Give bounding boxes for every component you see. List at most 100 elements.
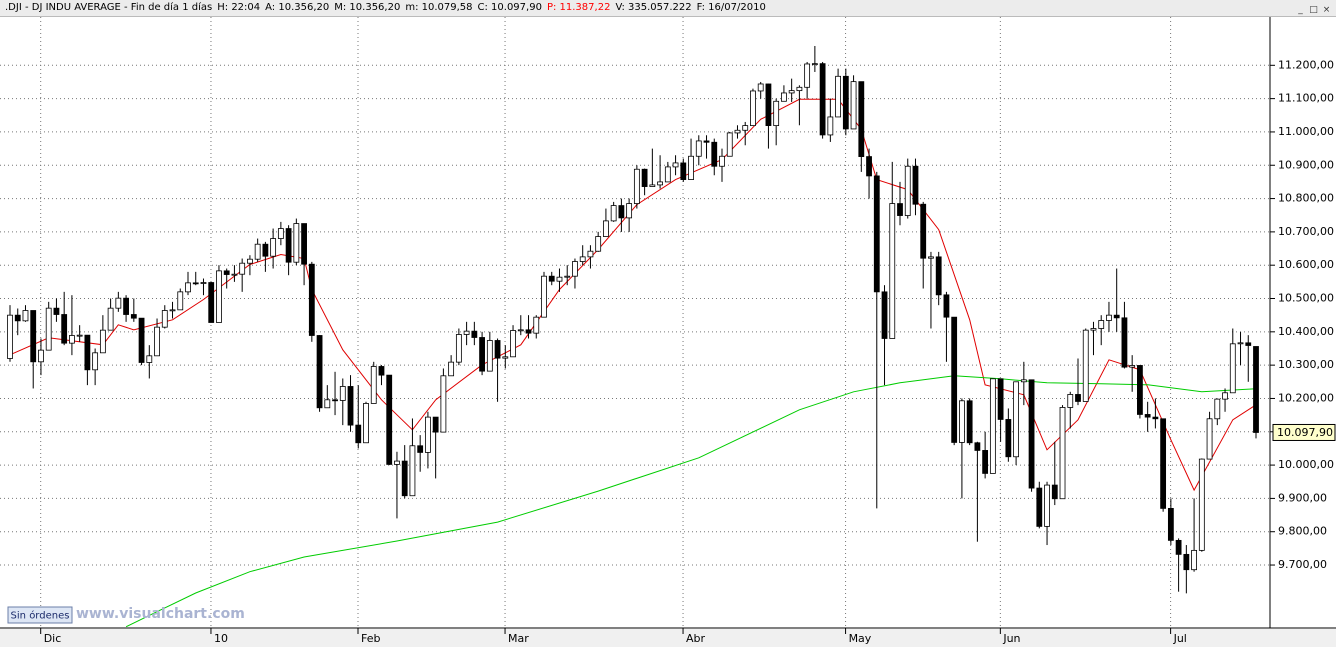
- header-field: A: 10.356,20: [265, 2, 330, 13]
- candle-body: [440, 375, 447, 433]
- candle-body: [254, 243, 261, 260]
- candle-body: [1253, 346, 1259, 433]
- y-tick-label: 10.700,00: [1278, 225, 1334, 238]
- candle-body: [409, 445, 416, 497]
- candle-body: [711, 141, 718, 167]
- candle-body: [169, 309, 176, 312]
- header-field: V: 335.057.222: [615, 2, 692, 13]
- candle-body: [38, 349, 44, 363]
- candle-body: [1175, 539, 1182, 555]
- candle-body: [301, 223, 307, 265]
- candle-body: [781, 92, 787, 102]
- y-tick-label: 10.000,00: [1278, 458, 1334, 471]
- candle-body: [989, 378, 996, 474]
- candle-body: [200, 282, 207, 284]
- window-controls: _ □ ×: [1293, 2, 1332, 15]
- candle-body: [1152, 416, 1159, 420]
- candle-body: [920, 203, 927, 259]
- candle-body: [293, 223, 300, 263]
- orders-button-label: Sin órdenes: [11, 610, 70, 622]
- candle-body: [177, 291, 184, 311]
- candle-body: [750, 90, 756, 127]
- candle-body: [479, 337, 485, 372]
- candle-body: [703, 140, 710, 143]
- candle-body: [757, 83, 764, 92]
- candle-body: [974, 442, 981, 451]
- grid: [0, 17, 1275, 628]
- candle-body: [1051, 484, 1058, 500]
- candle-body: [796, 86, 803, 92]
- candle-body: [92, 352, 99, 371]
- candle-body: [943, 294, 950, 318]
- candle-body: [455, 334, 462, 363]
- candle-body: [804, 63, 811, 88]
- candle-body: [897, 203, 903, 216]
- maximize-button[interactable]: □: [1309, 5, 1318, 15]
- candle-body: [595, 236, 602, 252]
- candle-body: [471, 330, 478, 338]
- candle-body: [1036, 487, 1043, 527]
- candle-body: [827, 116, 834, 136]
- candle-body: [966, 400, 973, 444]
- candle-body: [1113, 314, 1120, 319]
- x-tick-label: May: [849, 632, 872, 645]
- candle-body: [1183, 553, 1190, 571]
- candle-body: [1237, 342, 1244, 345]
- candle-body: [332, 399, 338, 402]
- candle-body: [603, 220, 609, 237]
- candle-body: [386, 374, 393, 465]
- candle-body: [564, 275, 571, 278]
- candle-body: [1229, 343, 1236, 394]
- candle-body: [239, 262, 246, 275]
- candle-body: [363, 403, 369, 444]
- candle-body: [510, 330, 516, 358]
- y-tick-label: 9.900,00: [1278, 491, 1327, 504]
- candle-body: [247, 258, 253, 264]
- candle-body: [486, 340, 493, 372]
- candle-body: [262, 243, 269, 257]
- candle-body: [308, 263, 315, 336]
- candle-body: [1044, 484, 1050, 527]
- y-tick-label: 11.000,00: [1278, 125, 1334, 138]
- candle-body: [355, 424, 362, 444]
- candle-body: [1067, 394, 1074, 408]
- candle-body: [1245, 342, 1252, 346]
- candle-body: [649, 184, 656, 187]
- candle-body: [463, 330, 470, 335]
- candle-body: [1082, 329, 1089, 402]
- x-tick-label: Jun: [1002, 632, 1020, 645]
- last-price-box: [1272, 423, 1336, 441]
- orders-button[interactable]: [7, 606, 73, 624]
- candle-body: [130, 314, 137, 319]
- close-button[interactable]: ×: [1322, 5, 1331, 15]
- candle-body: [572, 261, 578, 277]
- candle-body: [107, 307, 114, 331]
- candle-body: [53, 307, 60, 315]
- candle-body: [1167, 507, 1174, 541]
- candle-body: [935, 256, 942, 296]
- candle-body: [123, 297, 129, 315]
- candle-body: [7, 314, 13, 359]
- y-tick-label: 11.100,00: [1278, 92, 1334, 105]
- x-tick-label: Abr: [686, 632, 706, 645]
- candle-body: [873, 175, 880, 293]
- y-tick-label: 10.500,00: [1278, 292, 1334, 305]
- candle-body: [842, 75, 849, 130]
- candle-body: [626, 203, 633, 219]
- candle-body: [185, 282, 191, 293]
- y-tick-label: 9.700,00: [1278, 558, 1327, 571]
- candle-body: [30, 310, 37, 363]
- candle-body: [904, 165, 911, 216]
- x-tick-label: 10: [214, 632, 228, 645]
- candle-body: [347, 386, 354, 426]
- candle-body: [541, 275, 547, 318]
- minimize-button[interactable]: _: [1298, 5, 1303, 15]
- candle-body: [773, 100, 780, 127]
- y-tick-label: 10.300,00: [1278, 358, 1334, 371]
- candle-body: [494, 340, 501, 359]
- candle-body: [959, 400, 965, 443]
- header-field: .DJI - DJ INDU AVERAGE - Fin de día 1 dí…: [5, 2, 213, 13]
- candle-body: [76, 334, 83, 337]
- candle-body: [1137, 365, 1143, 415]
- header-field: m: 10.079,58: [405, 2, 473, 13]
